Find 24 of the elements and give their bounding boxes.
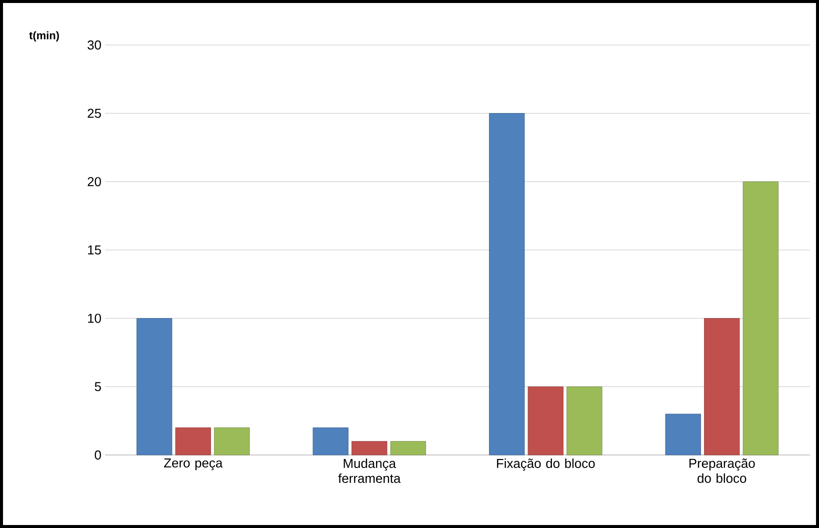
bar [665,414,701,456]
bar [390,441,426,456]
y-tick-label: 20 [88,177,101,186]
bar [175,427,211,456]
y-tick-label: 10 [88,314,101,323]
y-axis-title: t(min) [29,31,59,42]
y-tick-label: 15 [88,245,101,254]
bar [742,181,778,456]
bar [214,427,250,456]
y-tick-label: 0 [94,450,101,460]
bar [352,441,388,456]
x-tick-label: Zero peça [164,458,223,470]
bar [312,427,348,456]
bar [528,386,564,456]
bar [136,318,172,456]
x-tick-label: Fixação do bloco [497,458,595,471]
y-tick-label: 5 [94,382,101,392]
bar [704,318,740,456]
y-tick-label: 25 [88,108,101,118]
bar [566,386,602,456]
x-tick-label: Preparação do bloco [689,458,755,483]
x-tick-label: Mudança ferramenta [338,458,401,483]
bar [489,113,525,456]
y-tick-label: 30 [88,40,101,50]
